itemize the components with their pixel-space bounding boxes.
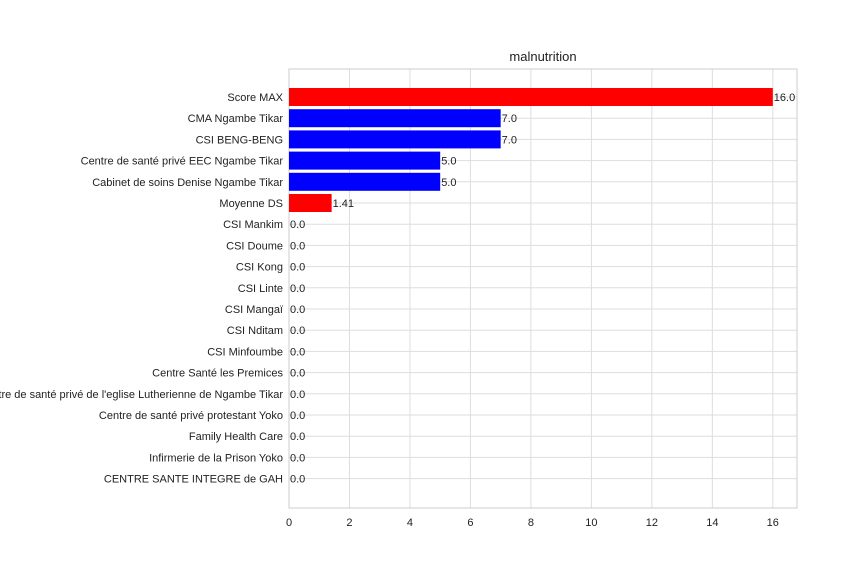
category-label: Family Health Care (189, 431, 283, 443)
value-labels: 16.0 7.0 7.0 5.0 5.0 1.41 0.0 0.0 0.0 0.0 0.0 0.0 0.… (290, 92, 795, 486)
bar (289, 172, 441, 191)
x-tick-label: 16 (767, 517, 779, 529)
value-label: 0.0 (290, 452, 305, 464)
category-label: Score MAX (227, 92, 283, 104)
value-label: 7.0 (502, 134, 517, 146)
value-label: 5.0 (441, 156, 456, 168)
x-axis-ticks: 0 2 4 6 8 10 12 14 16 (286, 517, 779, 529)
category-label: CMA Ngambe Tikar (188, 113, 284, 125)
category-label: CSI Mankim (223, 219, 283, 231)
value-label: 16.0 (774, 92, 795, 104)
category-label: Centre de santé privé EEC Ngambe Tikar (81, 156, 284, 168)
category-label: Centre Santé les Premices (152, 368, 283, 380)
category-label: Infirmerie de la Prison Yoko (149, 452, 283, 464)
bar (289, 151, 441, 170)
bars (289, 88, 773, 212)
x-tick-label: 0 (286, 517, 292, 529)
bar (289, 109, 501, 128)
x-tick-label: 4 (407, 517, 413, 529)
value-label: 7.0 (502, 113, 517, 125)
value-label: 0.0 (290, 474, 305, 486)
x-tick-label: 2 (346, 517, 352, 529)
bar (289, 130, 501, 149)
value-label: 5.0 (441, 177, 456, 189)
x-tick-label: 10 (585, 517, 597, 529)
category-label: CSI Doume (226, 240, 283, 252)
category-label: CSI Mangaï (225, 304, 284, 316)
value-label: 0.0 (290, 262, 305, 274)
value-label: 0.0 (290, 410, 305, 422)
plot-area (288, 68, 798, 509)
value-label: 0.0 (290, 431, 305, 443)
bar (289, 88, 773, 106)
category-label: Moyenne DS (219, 198, 283, 210)
value-label: 1.41 (333, 198, 354, 210)
category-label: CSI BENG-BENG (196, 134, 283, 146)
x-tick-label: 8 (528, 517, 534, 529)
category-label: CSI Nditam (227, 325, 283, 337)
category-label: Centre de santé privé de l'eglise Luther… (0, 389, 283, 401)
chart-title: malnutrition (509, 49, 576, 64)
category-label: CSI Linte (238, 283, 283, 295)
category-label: CSI Kong (236, 262, 283, 274)
value-label: 0.0 (290, 240, 305, 252)
category-labels: Score MAX CMA Ngambe Tikar CSI BENG-BENG Ce… (0, 92, 284, 486)
x-tick-label: 12 (646, 517, 658, 529)
value-label: 0.0 (290, 389, 305, 401)
value-label: 0.0 (290, 219, 305, 231)
category-label: Centre de santé privé protestant Yoko (99, 410, 283, 422)
category-label: CENTRE SANTE INTEGRE de GAH (104, 474, 283, 486)
value-label: 0.0 (290, 304, 305, 316)
category-label: CSI Minfoumbe (207, 346, 283, 358)
x-tick-label: 6 (467, 517, 473, 529)
category-label: Cabinet de soins Denise Ngambe Tikar (92, 177, 283, 189)
value-label: 0.0 (290, 283, 305, 295)
bar (289, 194, 332, 212)
value-label: 0.0 (290, 346, 305, 358)
x-tick-label: 14 (706, 517, 718, 529)
value-label: 0.0 (290, 325, 305, 337)
value-label: 0.0 (290, 368, 305, 380)
